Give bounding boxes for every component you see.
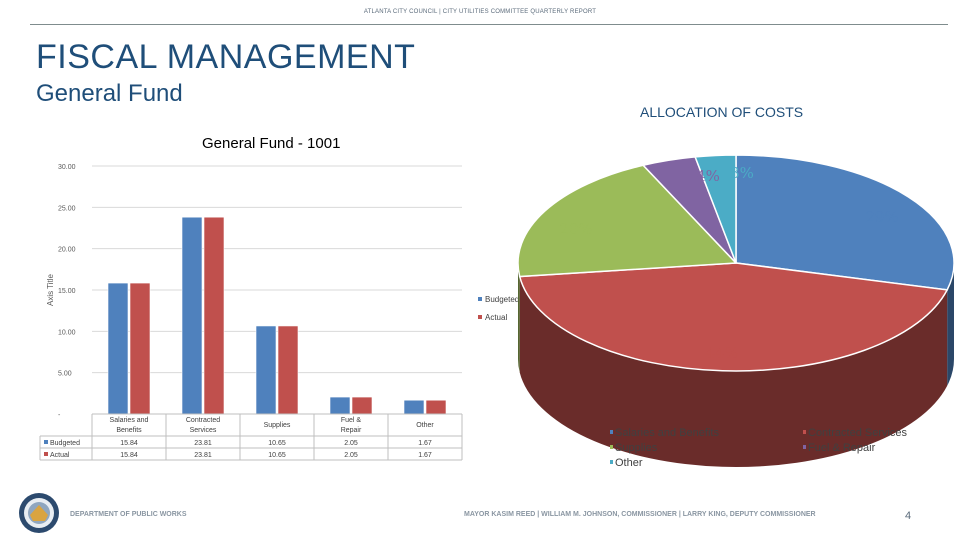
bar-budgeted-4 — [403, 399, 425, 415]
pie-value-label: 44% — [705, 344, 738, 362]
pie-side-0 — [947, 263, 954, 386]
pie-slice-1 — [518, 262, 949, 372]
pie-legend-label: Contracted Services — [808, 427, 908, 439]
category-label: Benefits — [116, 427, 142, 434]
bar-budgeted-1 — [181, 216, 203, 415]
bar-actual-1 — [203, 216, 225, 415]
data-table-value: 1.67 — [418, 440, 432, 447]
page-number: 4 — [905, 510, 912, 522]
city-seal-icon — [19, 493, 59, 533]
y-tick-label: 20.00 — [58, 247, 76, 254]
bar-budgeted-3 — [329, 396, 351, 415]
legend-key — [478, 315, 482, 319]
legend-label: Budgeted — [485, 295, 519, 304]
legend-key-actual — [44, 452, 48, 456]
category-label: Services — [190, 427, 217, 434]
pie-legend-key — [610, 430, 613, 434]
bar-actual-2 — [277, 325, 299, 415]
pie-side-1 — [519, 276, 948, 468]
pie-value-label: 3% — [730, 164, 754, 182]
pie-value-label: 4% — [696, 167, 720, 185]
report-header: ATLANTA CITY COUNCIL | CITY UTILITIES CO… — [363, 9, 597, 15]
pie-slice-4 — [694, 154, 737, 264]
data-table-value: 10.65 — [268, 452, 286, 459]
footer-officials: MAYOR KASIM REED | WILLIAM M. JOHNSON, C… — [464, 511, 816, 518]
y-tick-label: 25.00 — [58, 205, 76, 212]
pie-legend-label: Salaries and Benefits — [615, 427, 719, 439]
category-label: Supplies — [264, 422, 291, 429]
category-label: Contracted — [186, 417, 220, 424]
y-tick-label: 30.00 — [58, 164, 76, 171]
category-label: Repair — [341, 427, 362, 434]
pie-slice-2 — [517, 164, 738, 278]
category-label: Salaries and — [110, 417, 149, 424]
data-table-value: 15.84 — [120, 452, 138, 459]
legend-key-budgeted — [44, 440, 48, 444]
pie-side-2 — [518, 263, 520, 373]
data-table-series-label: Budgeted — [50, 440, 80, 447]
data-table-value: 2.05 — [344, 452, 358, 459]
data-table-value: 23.81 — [194, 440, 212, 447]
footer-department: DEPARTMENT OF PUBLIC WORKS — [70, 511, 187, 518]
pie-value-label: 29% — [865, 208, 898, 226]
pie-legend-key — [803, 445, 806, 449]
pie-legend-label: Fuel & Repair — [808, 442, 876, 454]
data-table-value: 1.67 — [418, 452, 432, 459]
y-tick-label: 10.00 — [58, 329, 76, 336]
page-subtitle: General Fund — [36, 80, 183, 107]
data-table-value: 10.65 — [268, 440, 286, 447]
pie-legend-key — [803, 430, 806, 434]
pie-legend-key — [610, 460, 613, 464]
legend-label: Actual — [485, 313, 507, 322]
page-title: FISCAL MANAGEMENT — [36, 38, 416, 76]
bar-actual-3 — [351, 396, 373, 415]
data-table-series-label: Actual — [50, 452, 70, 459]
category-label: Other — [416, 422, 434, 429]
bar-budgeted-2 — [255, 325, 277, 415]
pie-legend-key — [610, 445, 613, 449]
data-table-value: 15.84 — [120, 440, 138, 447]
data-table-value: 23.81 — [194, 452, 212, 459]
legend-key — [478, 297, 482, 301]
pie-slice-0 — [735, 154, 955, 291]
pie-legend-label: Other — [615, 457, 643, 469]
y-tick-label: 5.00 — [58, 371, 72, 378]
y-axis-title: Axis Title — [46, 273, 55, 306]
pie-chart-title: ALLOCATION OF COSTS — [640, 104, 804, 120]
data-table-value: 2.05 — [344, 440, 358, 447]
header-divider — [30, 24, 948, 25]
category-label: Fuel & — [341, 417, 362, 424]
bar-actual-4 — [425, 399, 447, 415]
bar-chart-title: General Fund - 1001 — [202, 135, 341, 152]
pie-value-label: 20% — [559, 220, 592, 238]
bar-actual-0 — [129, 282, 151, 415]
y-tick-label: 15.00 — [58, 288, 76, 295]
bar-budgeted-0 — [107, 282, 129, 415]
pie-legend-label: Supplies — [615, 442, 658, 454]
y-tick-label: - — [58, 412, 61, 419]
